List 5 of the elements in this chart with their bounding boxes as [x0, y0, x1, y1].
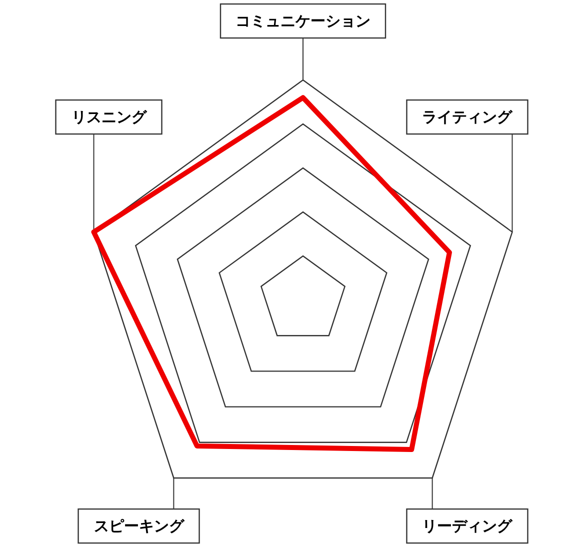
- spoke-label: リーディング: [422, 517, 514, 536]
- spoke-label: スピーキング: [94, 517, 185, 536]
- spoke-label: ライティング: [422, 108, 514, 126]
- spoke-label: コミュニケーション: [236, 12, 370, 30]
- spoke-label: リスニング: [71, 108, 148, 126]
